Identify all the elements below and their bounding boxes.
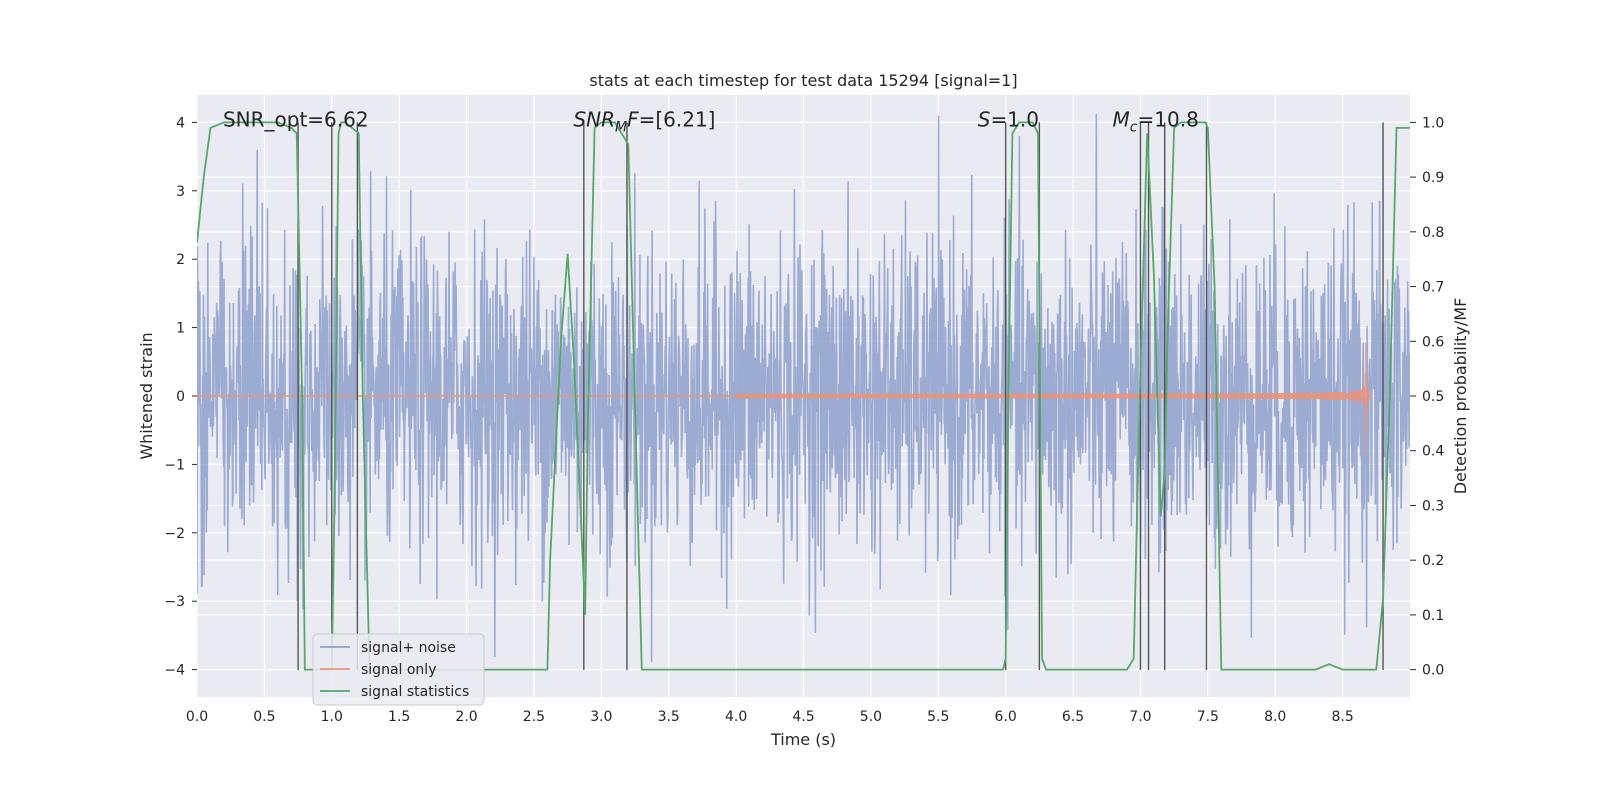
- legend-box: [312, 633, 485, 706]
- x-axis-label: Time (s): [770, 730, 836, 749]
- y-tick-label: −1: [164, 457, 185, 473]
- x-tick-label: 8.0: [1264, 709, 1286, 725]
- x-tick-label: 7.0: [1129, 709, 1151, 725]
- series-signal-noise-line: [197, 114, 1410, 663]
- y-tick-label: −2: [164, 526, 185, 542]
- x-tick-label: 3.0: [590, 709, 612, 725]
- chart-title: stats at each timestep for test data 152…: [589, 71, 1017, 90]
- x-tick-label: 4.0: [725, 709, 747, 725]
- x-tick-label: 2.5: [523, 709, 545, 725]
- x-tick-label: 6.5: [1062, 709, 1084, 725]
- x-tick-label: 6.0: [995, 709, 1017, 725]
- y-tick-label: 4: [176, 115, 185, 131]
- legend-label: signal+ noise: [361, 640, 456, 656]
- y-tick-label: 3: [176, 184, 185, 200]
- y2-tick-label: 0.0: [1422, 663, 1444, 679]
- y-axis-label: Whitened strain: [137, 332, 156, 459]
- x-tick-label: 2.0: [455, 709, 477, 725]
- x-tick-label: 1.5: [388, 709, 410, 725]
- y-tick-label: −3: [164, 594, 185, 610]
- y2-tick-label: 1.0: [1422, 115, 1444, 131]
- x-tick-label: 4.5: [792, 709, 814, 725]
- y2-tick-label: 0.6: [1422, 334, 1444, 350]
- x-tick-label: 7.5: [1197, 709, 1219, 725]
- stat-annotation: Mc=10.8: [1113, 107, 1199, 135]
- y2-tick-label: 0.2: [1422, 553, 1444, 569]
- x-tick-label: 1.0: [321, 709, 343, 725]
- stat-annotation: SNRMF=[6.21]: [573, 107, 715, 135]
- legend-label: signal statistics: [361, 684, 469, 700]
- y2-tick-label: 0.8: [1422, 225, 1444, 241]
- y2-tick-label: 0.7: [1422, 280, 1444, 296]
- y2-axis-label: Detection probability/MF: [1451, 298, 1470, 495]
- y2-tick-label: 0.1: [1422, 608, 1444, 624]
- y2-tick-label: 0.4: [1422, 444, 1444, 460]
- y2-tick-label: 0.3: [1422, 498, 1444, 514]
- y2-tick-label: 0.5: [1422, 389, 1444, 405]
- y-tick-label: 0: [176, 389, 185, 405]
- x-tick-label: 3.5: [658, 709, 680, 725]
- x-tick-label: 5.0: [860, 709, 882, 725]
- y2-tick-label: 0.9: [1422, 170, 1444, 186]
- legend-label: signal only: [361, 662, 436, 678]
- x-tick-label: 5.5: [927, 709, 949, 725]
- stat-annotation: S=1.0: [978, 107, 1039, 131]
- stat-annotation: SNR_opt=6.62: [223, 107, 369, 131]
- y-tick-label: 1: [176, 321, 185, 337]
- y-tick-label: 2: [176, 252, 185, 268]
- x-tick-label: 0.0: [186, 709, 208, 725]
- x-tick-label: 8.5: [1331, 709, 1353, 725]
- x-tick-label: 0.5: [253, 709, 275, 725]
- series-signal-only-line: [735, 342, 1372, 455]
- y-tick-label: −4: [164, 663, 185, 679]
- legend: signal+ noise signal only signal statistic…: [312, 633, 485, 706]
